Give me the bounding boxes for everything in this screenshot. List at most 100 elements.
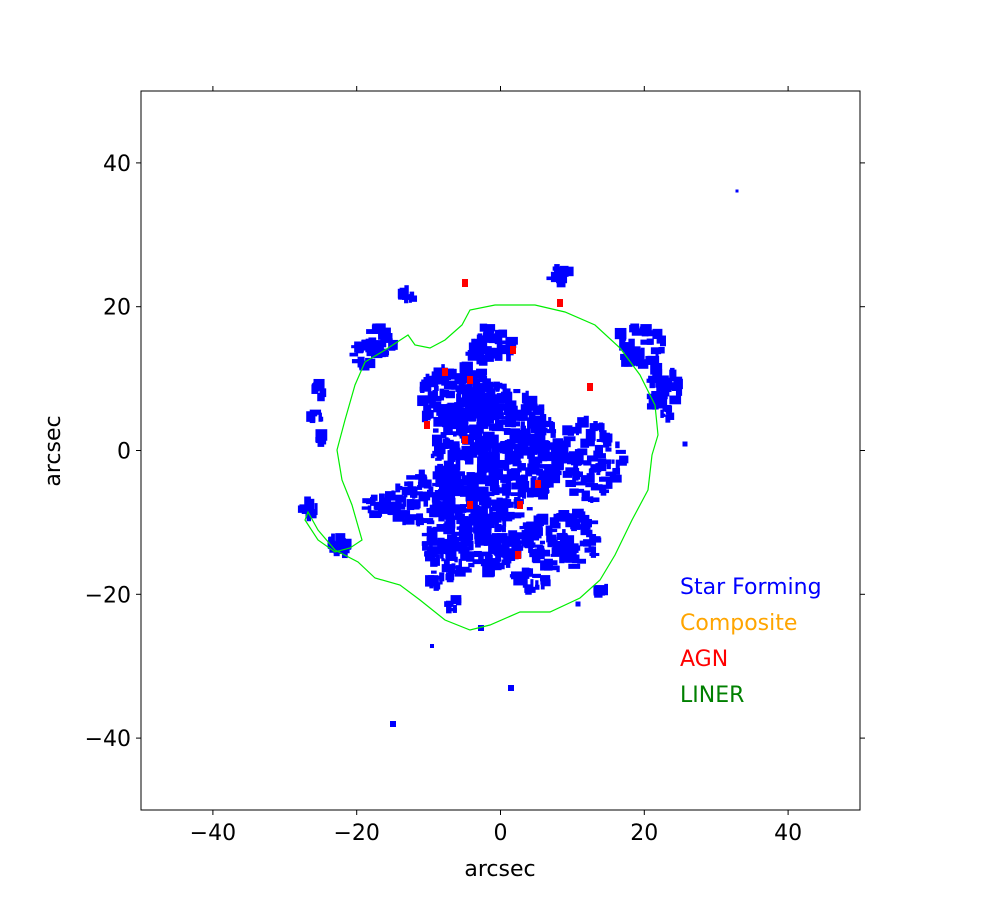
map-pixel xyxy=(533,518,543,527)
map-pixel xyxy=(580,524,590,536)
map-pixel xyxy=(383,327,391,334)
map-pixel xyxy=(321,437,327,445)
map-pixel xyxy=(637,360,649,369)
map-pixel xyxy=(442,438,451,445)
map-pixel xyxy=(532,544,543,548)
map-pixel xyxy=(510,492,521,497)
map-pixel xyxy=(557,299,563,307)
map-pixel xyxy=(554,266,566,279)
map-pixel xyxy=(605,471,616,477)
map-pixel xyxy=(441,558,445,562)
map-pixel xyxy=(505,336,518,345)
map-pixel xyxy=(507,419,511,425)
map-pixel xyxy=(473,505,481,513)
map-pixel xyxy=(594,444,603,455)
map-pixel xyxy=(449,479,456,488)
map-pixel xyxy=(436,512,446,516)
map-pixel xyxy=(458,558,462,569)
map-pixel xyxy=(526,521,536,528)
map-pixel xyxy=(370,494,378,501)
map-pixel xyxy=(588,468,593,480)
map-pixel xyxy=(512,543,522,553)
map-pixel xyxy=(501,383,507,390)
map-pixel xyxy=(447,514,454,523)
map-pixel xyxy=(576,518,581,530)
map-pixel xyxy=(428,392,436,398)
map-pixel xyxy=(630,323,640,332)
map-pixel xyxy=(552,438,564,446)
map-pixel xyxy=(510,346,516,354)
map-pixel xyxy=(315,429,328,441)
map-pixel xyxy=(424,551,436,557)
map-pixel xyxy=(317,439,325,447)
map-pixel xyxy=(439,572,445,582)
map-pixel xyxy=(586,529,593,538)
map-pixel xyxy=(466,472,475,480)
map-pixel xyxy=(472,381,480,388)
map-pixel xyxy=(452,604,457,613)
map-pixel xyxy=(482,520,487,533)
map-pixel xyxy=(669,369,677,382)
map-pixel xyxy=(525,395,538,406)
map-pixel xyxy=(526,487,534,498)
map-pixel xyxy=(444,488,452,493)
map-pixel xyxy=(388,339,399,344)
map-pixel xyxy=(474,518,485,529)
map-pixel xyxy=(439,545,450,554)
map-pixel xyxy=(655,349,659,361)
map-pixel xyxy=(505,421,509,427)
map-pixel xyxy=(417,398,430,404)
map-pixel xyxy=(385,496,397,501)
map-pixel xyxy=(370,496,376,506)
map-pixel xyxy=(623,331,627,341)
map-pixel xyxy=(463,428,474,434)
map-pixel xyxy=(501,526,506,533)
map-pixel xyxy=(487,514,497,524)
map-pixel xyxy=(574,488,585,493)
map-pixel xyxy=(506,405,518,416)
map-pixel xyxy=(440,548,444,559)
map-pixel xyxy=(446,404,453,413)
map-pixel xyxy=(465,450,473,456)
map-pixel xyxy=(462,393,467,403)
map-pixel xyxy=(585,428,596,441)
map-pixel xyxy=(349,352,359,357)
map-pixel xyxy=(464,404,472,414)
map-pixel xyxy=(502,474,511,484)
map-pixel xyxy=(550,553,560,557)
map-pixel xyxy=(383,337,387,348)
map-pixel xyxy=(577,448,588,456)
map-pixel xyxy=(454,507,463,519)
map-pixel xyxy=(482,431,495,441)
map-pixel xyxy=(605,447,612,452)
map-pixel xyxy=(495,419,507,425)
map-pixel xyxy=(449,409,455,414)
map-pixel xyxy=(508,530,518,538)
map-pixel xyxy=(454,556,458,563)
map-pixel xyxy=(442,500,452,505)
map-pixel xyxy=(669,382,681,386)
map-pixel xyxy=(589,423,594,435)
map-pixel xyxy=(631,328,643,336)
map-pixel xyxy=(473,338,486,351)
map-pixel xyxy=(458,566,470,573)
map-pixel xyxy=(452,413,462,422)
map-pixel xyxy=(442,490,451,500)
map-pixel xyxy=(548,528,558,533)
map-pixel xyxy=(570,460,583,466)
map-pixel xyxy=(467,376,473,384)
map-pixel xyxy=(492,457,500,465)
map-pixel xyxy=(427,575,439,587)
map-pixel xyxy=(438,488,447,500)
map-pixel xyxy=(450,441,460,448)
map-pixel xyxy=(665,414,671,423)
map-pixel xyxy=(412,492,416,499)
map-pixel xyxy=(590,546,597,558)
map-pixel xyxy=(547,543,553,548)
map-pixel xyxy=(460,551,467,561)
map-pixel xyxy=(423,499,429,507)
map-pixel xyxy=(375,323,386,334)
map-pixel xyxy=(584,540,591,545)
map-pixel xyxy=(614,327,627,340)
map-pixel xyxy=(462,436,468,444)
